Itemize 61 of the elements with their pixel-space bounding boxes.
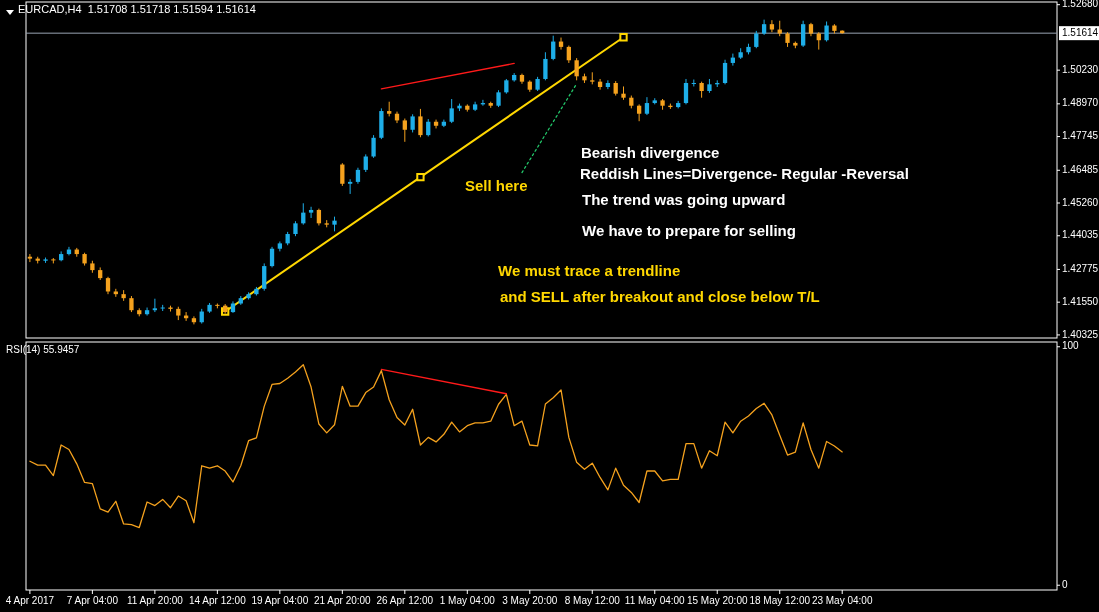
candlestick <box>449 98 454 124</box>
candlestick <box>308 206 314 219</box>
candlestick <box>371 134 376 159</box>
x-tick-label: 1 May 04:00 <box>439 595 496 606</box>
x-tick-label: 14 Apr 12:00 <box>189 595 247 606</box>
annotation: Reddish Lines=Divergence- Regular -Reversal <box>580 165 909 182</box>
x-tick-label: 18 May 12:00 <box>749 595 811 606</box>
candlestick <box>636 103 642 122</box>
y-tick-label: 1.47745 <box>1062 130 1099 142</box>
candlestick <box>543 51 548 81</box>
candlestick <box>769 19 775 33</box>
y-tick-label: 100 <box>1062 340 1080 352</box>
x-tick-label: 11 May 04:00 <box>624 595 686 606</box>
candlestick <box>340 162 345 187</box>
y-tick-label: 1.45260 <box>1062 196 1099 208</box>
x-tick-label: 7 Apr 04:00 <box>66 595 119 606</box>
line-series <box>29 364 843 529</box>
x-tick-label: 23 May 04:00 <box>811 595 873 606</box>
y-tick-label: 1.40325 <box>1062 328 1099 340</box>
chart-title: EURCAD,H4 1.51708 1.51718 1.51594 1.51614 <box>18 3 256 15</box>
y-tick-label: 1.48970 <box>1062 97 1099 109</box>
annotation: We must trace a trendline <box>498 262 681 279</box>
annotation: Bearish divergence <box>581 144 720 161</box>
x-tick-label: 3 May 20:00 <box>502 595 558 606</box>
annotation: and SELL after breakout and close below T/L <box>500 288 820 305</box>
candlestick <box>410 113 415 133</box>
candlestick <box>605 79 611 90</box>
candlestick <box>262 262 267 292</box>
x-tick-label: 8 May 12:00 <box>564 595 621 606</box>
chart-title: RSI(14) 55.9457 <box>6 344 80 355</box>
candlestick <box>551 35 556 61</box>
y-tick-label: 1.50230 <box>1062 63 1099 75</box>
y-tick-label: 1.52680 <box>1062 0 1099 10</box>
candlestick <box>824 21 829 43</box>
x-tick-label: 15 May 20:00 <box>686 595 748 606</box>
y-tick-label: 1.42775 <box>1062 263 1099 275</box>
candlestick <box>574 57 579 81</box>
candlestick <box>402 118 407 143</box>
annotation: We have to prepare for selling <box>582 222 796 239</box>
x-tick-label: 19 Apr 04:00 <box>251 595 309 606</box>
annotation: The trend was going upward <box>582 191 786 208</box>
candlestick <box>27 253 33 263</box>
candlestick <box>683 78 689 105</box>
x-tick-label: 21 Apr 20:00 <box>313 595 372 606</box>
x-tick-label: 4 Apr 2017 <box>5 595 55 606</box>
candlestick <box>801 20 806 48</box>
x-tick-label: 26 Apr 12:00 <box>376 595 434 606</box>
y-tick-label: 1.46485 <box>1062 163 1099 175</box>
candlestick <box>418 108 423 138</box>
annotation: Sell here <box>465 177 528 194</box>
candlestick <box>191 315 197 325</box>
y-tick-label: 0 <box>1062 578 1068 590</box>
candlestick <box>722 59 728 85</box>
y-tick-label: 1.44035 <box>1062 229 1099 241</box>
candlestick <box>347 178 353 195</box>
y-tick-label: 1.41550 <box>1062 295 1099 307</box>
candlestick <box>269 246 275 268</box>
ref-line-label: 1.51614 <box>1062 26 1099 38</box>
candlestick <box>144 307 150 317</box>
x-tick-label: 11 Apr 20:00 <box>126 595 184 606</box>
candlestick <box>152 298 158 313</box>
